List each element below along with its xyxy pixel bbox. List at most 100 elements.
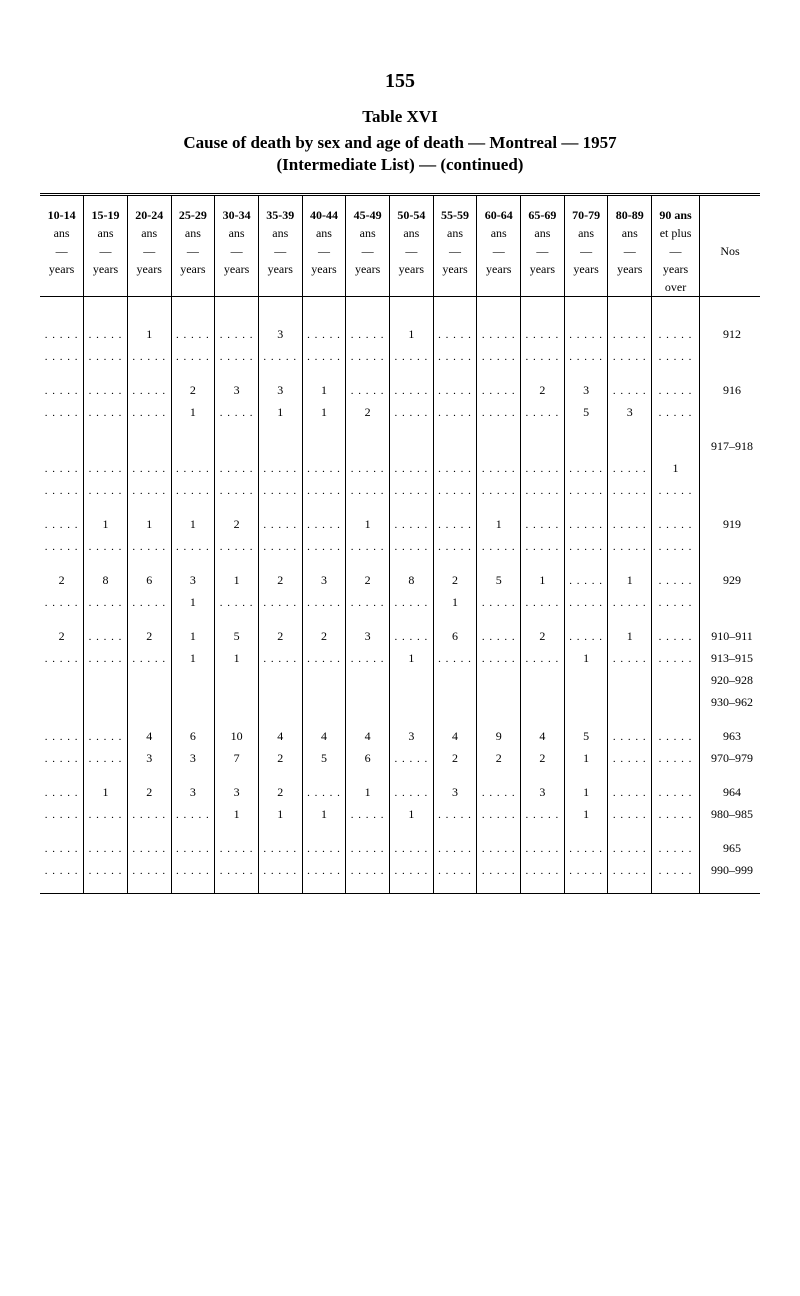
- cell: . . . . .: [608, 859, 652, 881]
- cell: . . . . .: [127, 591, 171, 613]
- cell: . . . . .: [608, 535, 652, 557]
- cell: 7: [215, 747, 259, 769]
- cell: . . . . .: [40, 345, 84, 367]
- cell: 3: [171, 569, 215, 591]
- cell: 1: [564, 781, 608, 803]
- cell: . . . . .: [302, 591, 346, 613]
- thead: 10-1415-1920-2425-2930-3435-3940-4445-49…: [40, 196, 760, 297]
- cell: 2: [302, 625, 346, 647]
- cell: . . . . .: [171, 323, 215, 345]
- cell: 1: [215, 647, 259, 669]
- col-header: [258, 278, 302, 297]
- cell: . . . . .: [127, 803, 171, 825]
- col-header: [302, 278, 346, 297]
- cell: 5: [477, 569, 521, 591]
- cell: 2: [433, 747, 477, 769]
- col-header: years: [521, 260, 565, 278]
- cell: . . . . .: [346, 591, 390, 613]
- cell: . . . . .: [390, 591, 434, 613]
- col-header: years: [652, 260, 700, 278]
- nos-cell: [699, 401, 760, 423]
- table-row: . . . . .. . . . .. . . . .1. . . . .112…: [40, 401, 760, 423]
- cell: . . . . .: [433, 457, 477, 479]
- cell: . . . . .: [302, 457, 346, 479]
- cell: 5: [564, 725, 608, 747]
- col-header: [40, 278, 84, 297]
- cell: 1: [84, 781, 128, 803]
- col-header: years: [346, 260, 390, 278]
- table-row: . . . . .12332. . . . .1. . . . .3. . . …: [40, 781, 760, 803]
- nos-cell: 916: [699, 379, 760, 401]
- cell: 8: [84, 569, 128, 591]
- cell: . . . . .: [652, 569, 700, 591]
- col-header: [215, 278, 259, 297]
- cell: . . . . .: [346, 457, 390, 479]
- cell: 1: [127, 323, 171, 345]
- cell: 4: [433, 725, 477, 747]
- cell: . . . . .: [608, 647, 652, 669]
- cell: . . . . .: [564, 837, 608, 859]
- col-header: 60-64: [477, 196, 521, 224]
- cell: 3: [433, 781, 477, 803]
- cell: [608, 669, 652, 691]
- cell: 1: [608, 569, 652, 591]
- cell: 1: [302, 803, 346, 825]
- cell: . . . . .: [564, 535, 608, 557]
- cell: . . . . .: [84, 747, 128, 769]
- col-header: years: [477, 260, 521, 278]
- col-header: ans: [477, 224, 521, 242]
- cell: [346, 435, 390, 457]
- col-header: [564, 278, 608, 297]
- cell: . . . . .: [521, 479, 565, 501]
- cell: . . . . .: [433, 535, 477, 557]
- nos-cell: 920–928: [699, 669, 760, 691]
- cell: . . . . .: [127, 401, 171, 423]
- cell: [652, 669, 700, 691]
- cell: . . . . .: [608, 725, 652, 747]
- cell: . . . . .: [390, 401, 434, 423]
- nos-cell: 930–962: [699, 691, 760, 713]
- cell: [477, 691, 521, 713]
- cell: . . . . .: [477, 479, 521, 501]
- cell: . . . . .: [84, 535, 128, 557]
- cell: . . . . .: [477, 401, 521, 423]
- col-header: ans: [258, 224, 302, 242]
- cell: 2: [258, 781, 302, 803]
- col-header: years: [433, 260, 477, 278]
- col-header: [433, 278, 477, 297]
- cell: . . . . .: [608, 781, 652, 803]
- cell: 3: [171, 747, 215, 769]
- col-header-dash: —: [127, 242, 171, 260]
- cell: 4: [521, 725, 565, 747]
- cell: . . . . .: [652, 781, 700, 803]
- col-header-dash: —: [521, 242, 565, 260]
- col-header: ans: [40, 224, 84, 242]
- cell: 3: [127, 747, 171, 769]
- cell: 1: [171, 625, 215, 647]
- cell: . . . . .: [652, 401, 700, 423]
- table-row: . . . . .. . . . .337256. . . . .2221. .…: [40, 747, 760, 769]
- col-header: over: [652, 278, 700, 297]
- cell: . . . . .: [521, 323, 565, 345]
- cell: . . . . .: [215, 345, 259, 367]
- cell: . . . . .: [127, 345, 171, 367]
- cell: . . . . .: [127, 859, 171, 881]
- nos-cell: 963: [699, 725, 760, 747]
- cell: . . . . .: [608, 747, 652, 769]
- cell: . . . . .: [84, 647, 128, 669]
- cell: [564, 669, 608, 691]
- cell: . . . . .: [171, 479, 215, 501]
- col-header: [171, 278, 215, 297]
- cell: 2: [40, 569, 84, 591]
- col-header: years: [215, 260, 259, 278]
- cell: 1: [258, 401, 302, 423]
- cell: [40, 691, 84, 713]
- cell: . . . . .: [127, 379, 171, 401]
- title: Cause of death by sex and age of death —…: [40, 133, 760, 153]
- nos-cell: 929: [699, 569, 760, 591]
- table-row: 286312328251. . . . .1. . . . .929: [40, 569, 760, 591]
- col-header: 80-89: [608, 196, 652, 224]
- cell: . . . . .: [521, 647, 565, 669]
- cell: . . . . .: [40, 591, 84, 613]
- cell: 5: [302, 747, 346, 769]
